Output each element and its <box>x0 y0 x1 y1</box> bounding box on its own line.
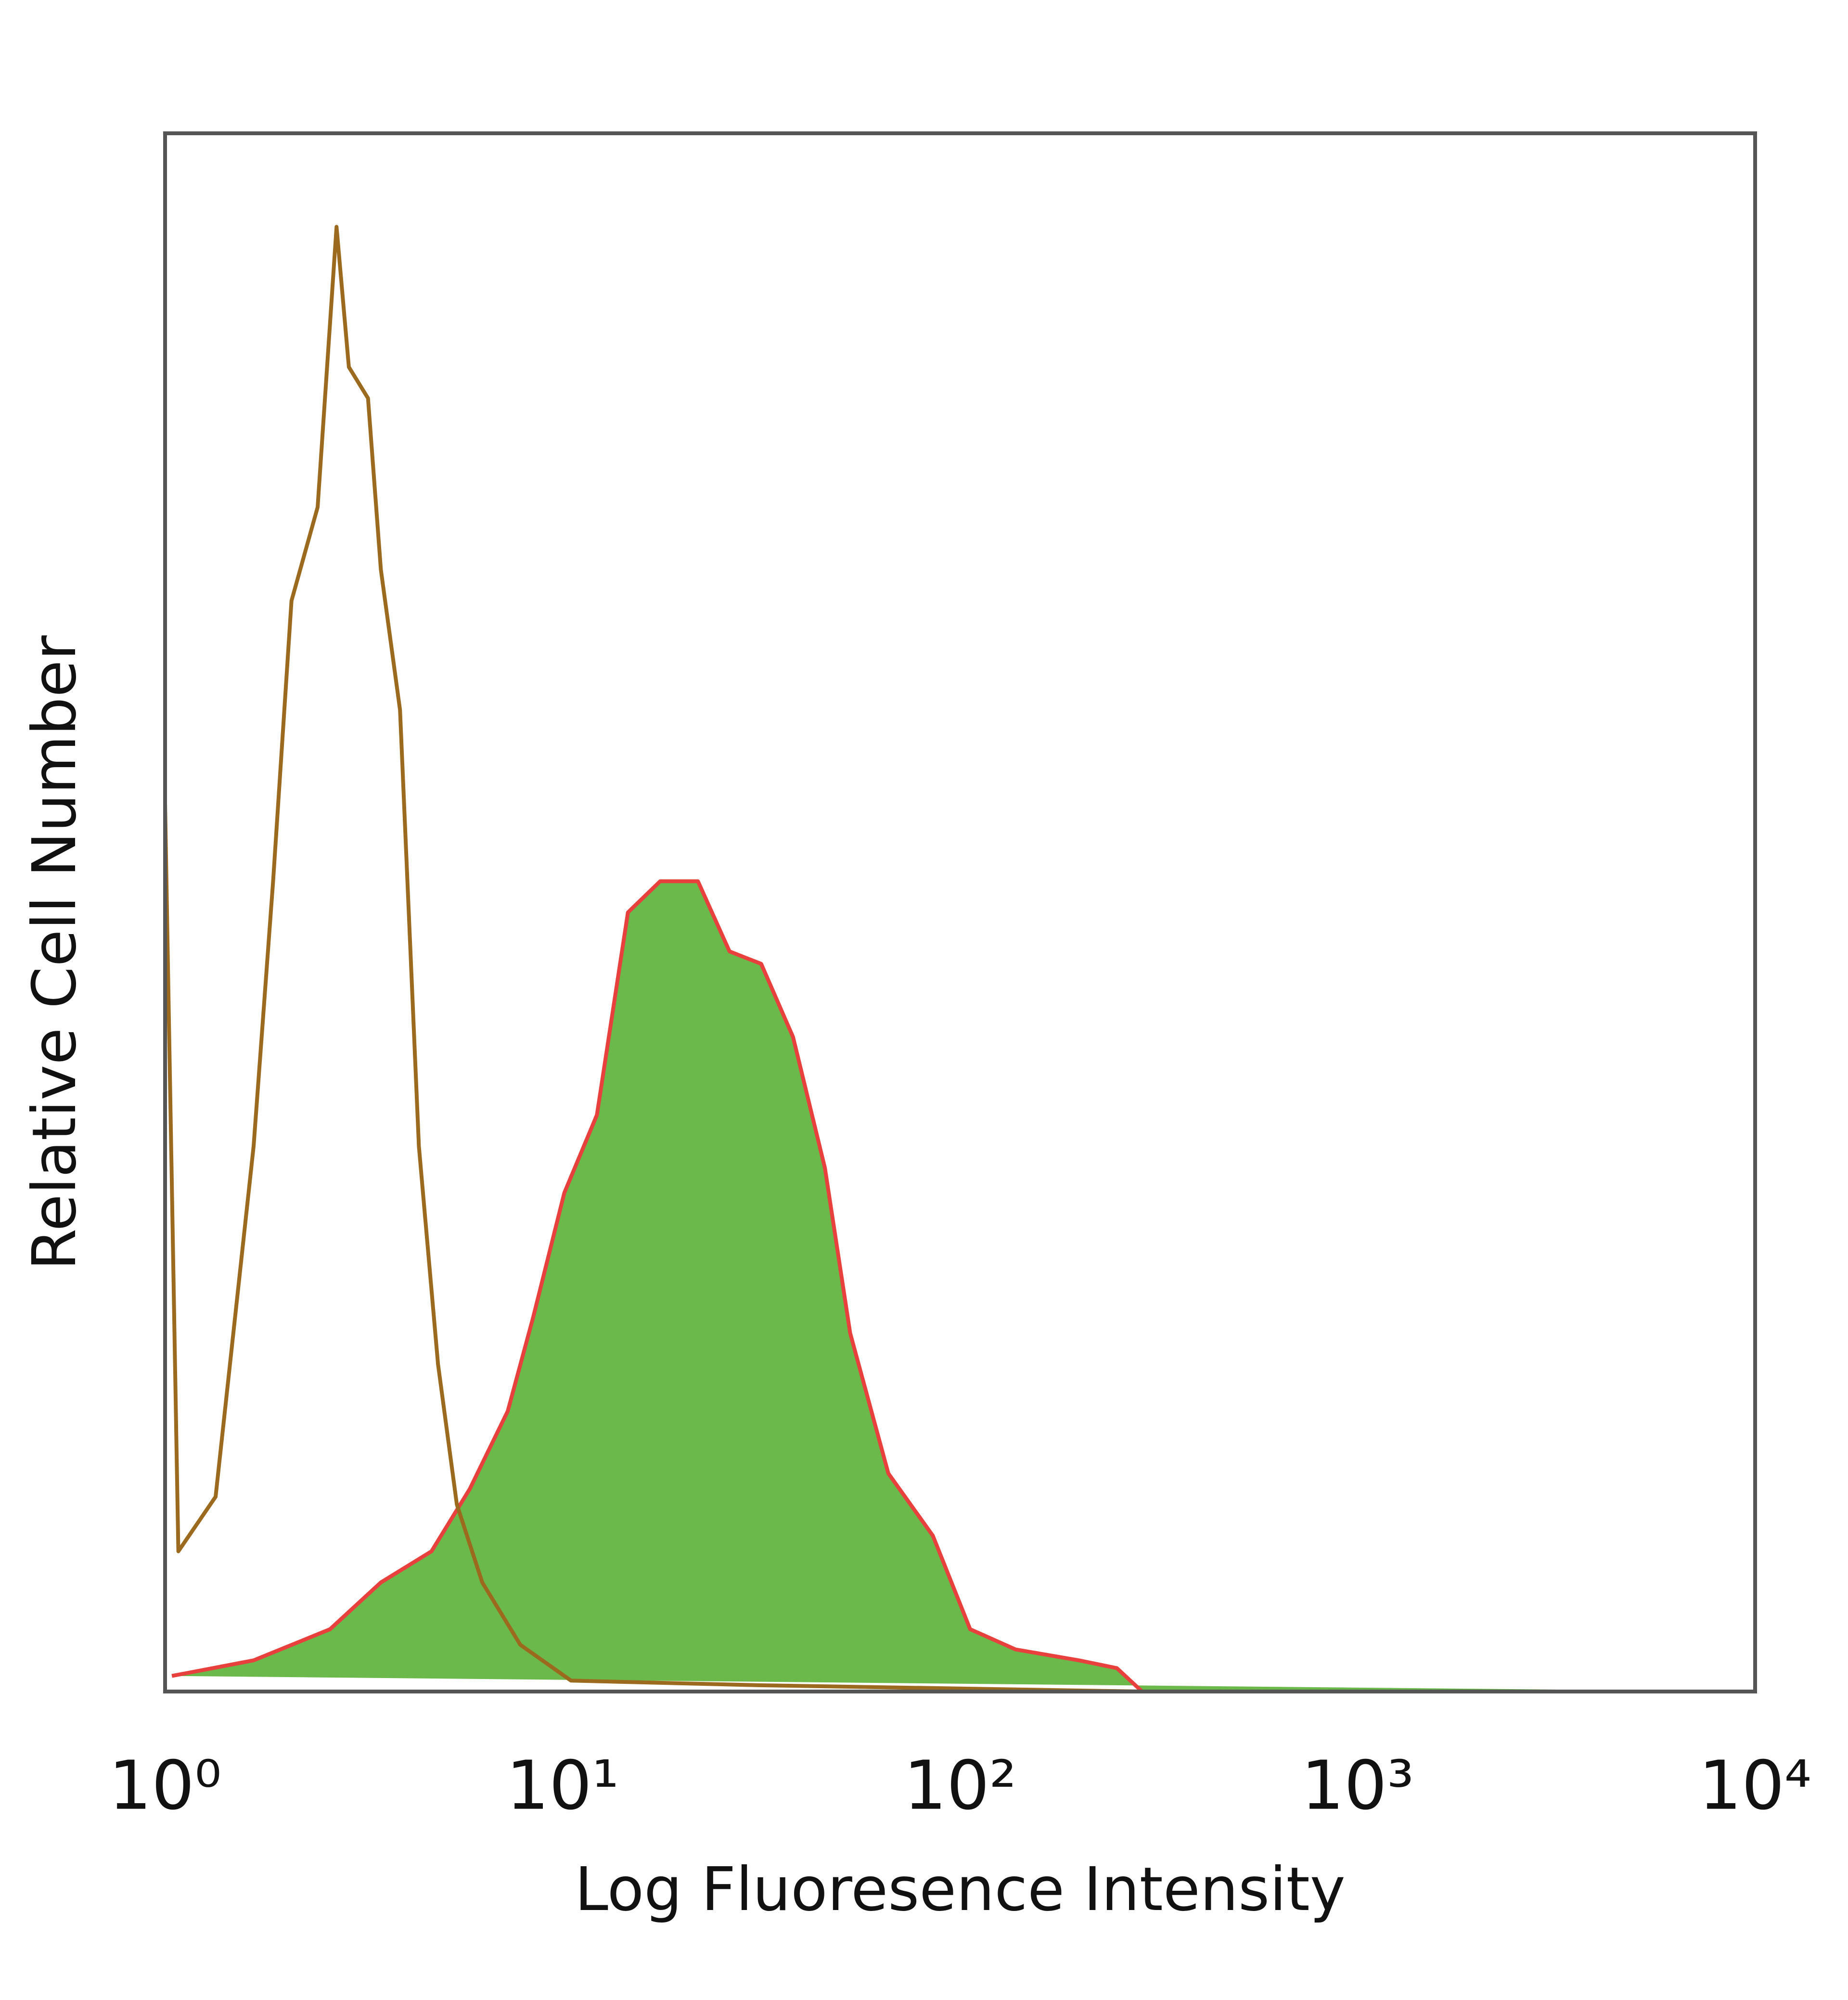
x-axis-label: Log Fluoresence Intensity <box>575 1855 1346 1924</box>
x-tick-label: 10¹ <box>506 1747 619 1825</box>
histogram-line <box>163 225 1755 1693</box>
x-tick-label: 10⁴ <box>1699 1747 1811 1825</box>
x-tick-label: 10² <box>904 1747 1016 1825</box>
plot-frame <box>163 131 1757 1693</box>
x-tick-label: 10⁰ <box>109 1747 221 1825</box>
y-axis-label: Relative Cell Number <box>20 635 90 1270</box>
x-tick-label: 10³ <box>1301 1747 1414 1825</box>
plot-area <box>163 225 1755 1693</box>
histogram-area <box>171 879 1755 1693</box>
